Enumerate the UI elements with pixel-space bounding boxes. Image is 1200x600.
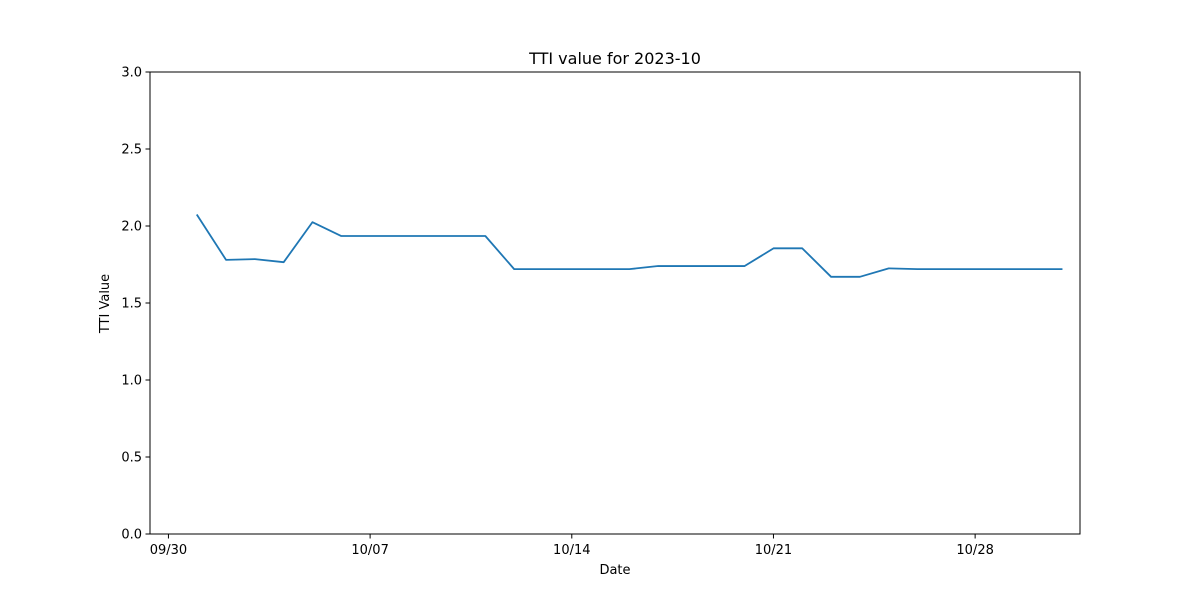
y-tick-label: 2.0 (121, 220, 142, 235)
x-tick-label: 10/21 (755, 543, 792, 558)
series-layer (196, 213, 1063, 278)
x-tick-label: 09/30 (150, 543, 187, 558)
y-tick-label: 1.0 (121, 374, 142, 389)
x-tick-label: 10/07 (351, 543, 388, 558)
y-tick-label: 0.0 (121, 528, 142, 543)
chart-title: TTI value for 2023-10 (528, 49, 701, 68)
axes-frame (149, 71, 1081, 535)
y-tick-label: 1.5 (121, 297, 142, 312)
x-tick-label: 10/28 (956, 543, 993, 558)
y-tick-label: 2.5 (121, 143, 142, 158)
y-tick-label: 0.5 (121, 451, 142, 466)
x-tick-label: 10/14 (553, 543, 590, 558)
y-axis-label: TTI Value (98, 274, 113, 334)
y-tick-label: 3.0 (121, 66, 142, 81)
series-line (196, 213, 1063, 278)
plot-area-border (149, 71, 1081, 535)
y-axis-ticks: 0.0 0.5 1.0 1.5 2.0 2.5 3.0 (121, 66, 150, 543)
x-axis-ticks: 09/30 10/07 10/14 10/21 10/28 (150, 534, 994, 558)
x-axis-label: Date (599, 563, 630, 578)
